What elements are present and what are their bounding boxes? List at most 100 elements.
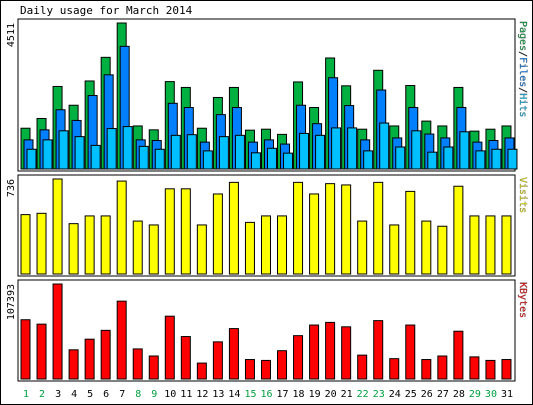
bar-visits-visits-6 xyxy=(100,215,111,275)
panel-kbytes: 107393 KBytes xyxy=(6,279,528,382)
x-tick-label-9: 9 xyxy=(151,389,157,400)
bar-kbytes-kbytes-27 xyxy=(437,355,448,380)
x-axis-labels: 1 2 3 4 5 6 7 8 9 10 11 12 13 14 15 16 17 18 19 20 21 22 23 24 2… xyxy=(23,389,513,400)
bar-hits-hits-2 xyxy=(42,139,53,170)
bar-kbytes-kbytes-25 xyxy=(405,324,416,380)
bar-kbytes-kbytes-6 xyxy=(100,329,111,380)
bar-visits-visits-30 xyxy=(485,215,496,275)
bar-kbytes-kbytes-4 xyxy=(68,349,79,380)
legend-kbytes: KBytes xyxy=(517,282,528,318)
bar-visits-visits-29 xyxy=(469,215,480,275)
bar-hits-hits-24 xyxy=(395,146,406,170)
bar-hits-hits-31 xyxy=(507,148,518,170)
bar-kbytes-kbytes-19 xyxy=(309,324,320,380)
bar-visits-visits-9 xyxy=(148,224,159,275)
x-tick-label-24: 24 xyxy=(389,389,401,400)
bar-kbytes-kbytes-9 xyxy=(148,355,159,380)
bar-visits-visits-16 xyxy=(260,215,271,275)
legend-entry-visits-0: Visits xyxy=(517,177,528,213)
bar-kbytes-kbytes-30 xyxy=(485,359,496,380)
bar-visits-visits-3 xyxy=(52,178,63,275)
bar-kbytes-kbytes-23 xyxy=(373,320,384,380)
x-tick-label-17: 17 xyxy=(277,389,289,400)
bar-hits-hits-7 xyxy=(122,126,133,170)
bar-kbytes-kbytes-2 xyxy=(36,323,47,380)
bar-kbytes-kbytes-12 xyxy=(196,362,207,380)
bar-hits-hits-14 xyxy=(234,134,245,170)
bar-visits-visits-27 xyxy=(437,225,448,275)
bar-kbytes-kbytes-8 xyxy=(132,348,143,380)
bar-visits-visits-24 xyxy=(389,224,400,275)
legend-entry-hits-3: / xyxy=(517,87,528,93)
x-tick-label-3: 3 xyxy=(55,389,61,400)
bar-visits-visits-18 xyxy=(293,181,304,275)
bar-kbytes-kbytes-15 xyxy=(244,359,255,380)
legend-hits: Pages/Files/Hits xyxy=(517,21,528,117)
bar-hits-hits-27 xyxy=(443,146,454,170)
bar-kbytes-kbytes-20 xyxy=(325,321,336,380)
bar-visits-visits-5 xyxy=(84,215,95,275)
bar-visits-visits-8 xyxy=(132,220,143,275)
bar-visits-visits-2 xyxy=(36,212,47,275)
bar-kbytes-kbytes-10 xyxy=(164,315,175,380)
bar-hits-hits-8 xyxy=(138,145,149,170)
bar-visits-visits-11 xyxy=(180,188,191,275)
bar-hits-hits-16 xyxy=(266,147,277,170)
bar-visits-visits-15 xyxy=(244,221,255,275)
x-tick-label-5: 5 xyxy=(87,389,93,400)
bar-hits-hits-21 xyxy=(347,127,358,170)
x-tick-label-12: 12 xyxy=(196,389,208,400)
bar-kbytes-kbytes-26 xyxy=(421,359,432,380)
x-tick-label-31: 31 xyxy=(501,389,513,400)
bar-visits-visits-14 xyxy=(228,181,239,275)
x-tick-label-13: 13 xyxy=(212,389,224,400)
bar-hits-hits-23 xyxy=(379,122,390,170)
x-tick-label-19: 19 xyxy=(309,389,321,400)
bar-hits-hits-22 xyxy=(363,150,374,170)
max-label-visits: 736 xyxy=(6,179,17,197)
x-tick-label-10: 10 xyxy=(164,389,176,400)
bar-visits-visits-19 xyxy=(309,193,320,275)
legend-entry-hits-2: Files xyxy=(517,57,528,87)
x-tick-label-22: 22 xyxy=(357,389,369,400)
bar-kbytes-kbytes-22 xyxy=(357,354,368,380)
bar-kbytes-kbytes-5 xyxy=(84,338,95,380)
legend-entry-hits-1: / xyxy=(517,51,528,57)
bar-visits-visits-4 xyxy=(68,223,79,275)
max-label-hits: 4511 xyxy=(6,23,17,47)
bar-visits-visits-20 xyxy=(325,183,336,275)
bar-kbytes-kbytes-29 xyxy=(469,356,480,380)
bar-kbytes-kbytes-1 xyxy=(20,319,31,380)
x-tick-label-6: 6 xyxy=(103,389,109,400)
bar-visits-visits-22 xyxy=(357,220,368,275)
panel-visits: 736 Visits xyxy=(6,174,528,277)
x-tick-label-4: 4 xyxy=(71,389,77,400)
bar-kbytes-kbytes-31 xyxy=(501,359,512,380)
bar-hits-hits-28 xyxy=(459,131,470,170)
legend-entry-hits-0: Pages xyxy=(517,21,528,51)
bar-visits-visits-7 xyxy=(116,180,127,275)
bar-visits-visits-12 xyxy=(196,224,207,275)
bar-hits-hits-26 xyxy=(427,151,438,170)
bar-hits-hits-9 xyxy=(154,148,165,170)
bar-hits-hits-3 xyxy=(58,130,69,170)
bar-kbytes-kbytes-13 xyxy=(212,341,223,380)
x-tick-label-30: 30 xyxy=(485,389,497,400)
x-tick-label-11: 11 xyxy=(180,389,192,400)
bar-kbytes-kbytes-24 xyxy=(389,358,400,380)
x-tick-label-16: 16 xyxy=(260,389,272,400)
bar-kbytes-kbytes-3 xyxy=(52,283,63,380)
bar-hits-hits-13 xyxy=(218,136,229,170)
legend-visits: Visits xyxy=(517,177,528,213)
x-tick-label-29: 29 xyxy=(469,389,481,400)
x-tick-label-18: 18 xyxy=(293,389,305,400)
bar-hits-hits-25 xyxy=(411,130,422,170)
bar-visits-visits-25 xyxy=(405,190,416,275)
x-tick-label-14: 14 xyxy=(228,389,240,400)
bar-kbytes-kbytes-7 xyxy=(116,300,127,380)
bar-hits-hits-20 xyxy=(331,127,342,170)
x-tick-label-21: 21 xyxy=(341,389,353,400)
chart-title: Daily usage for March 2014 xyxy=(20,4,193,17)
bar-hits-hits-12 xyxy=(202,150,213,170)
